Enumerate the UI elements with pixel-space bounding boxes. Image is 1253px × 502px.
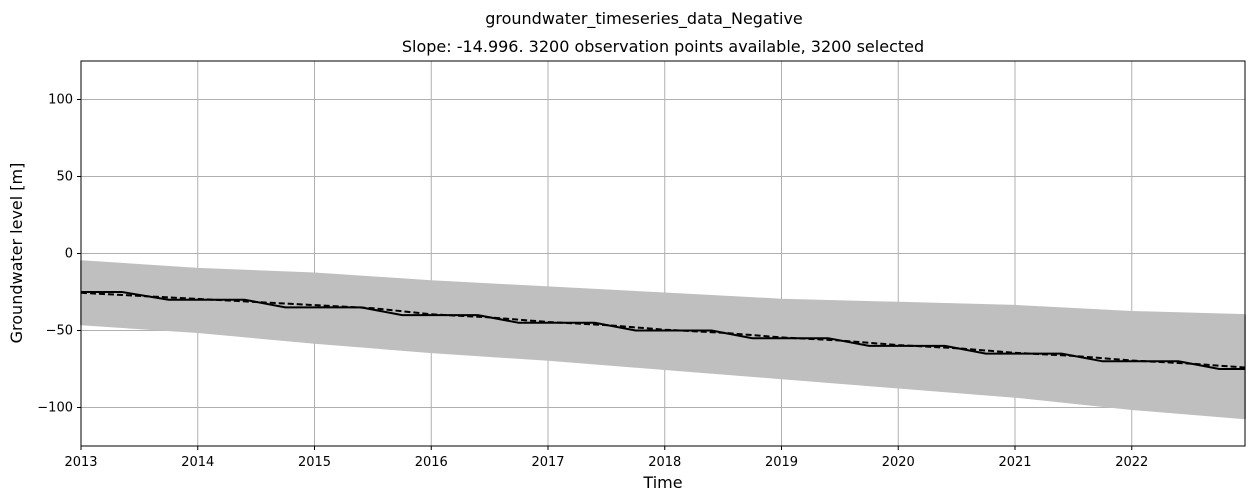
x-tick-label-2018: 2018 [648,455,681,470]
x-tick-label-2017: 2017 [531,455,564,470]
x-tick-label-2019: 2019 [765,455,798,470]
y-tick-label-4: 100 [48,93,73,108]
x-tick-label-2016: 2016 [415,455,448,470]
y-tick-label-2: 0 [65,247,73,262]
x-tick-label-2021: 2021 [998,455,1031,470]
x-tick-label-2014: 2014 [181,455,214,470]
y-tick-label-0: −100 [37,401,73,416]
chart-suptitle: groundwater_timeseries_data_Negative [485,9,803,29]
y-tick-label-3: 50 [56,170,73,185]
ticks-layer: 2013 2014 2015 2016 2017 2018 2019 2020 2021 2022… [37,93,1148,471]
x-axis-label: Time [642,473,682,492]
trend-line [80,291,1246,369]
plot-frame [80,60,1246,447]
chart-title: Slope: -14.996. 3200 observation points … [402,37,924,56]
x-tick-label-2015: 2015 [298,455,331,470]
grid-lines [80,61,1245,446]
y-tick-label-1: −50 [46,324,73,339]
x-tick-label-2013: 2013 [64,455,97,470]
x-tick-label-2022: 2022 [1115,455,1148,470]
x-tick-label-2020: 2020 [882,455,915,470]
y-axis-label: Groundwater level [m] [7,163,26,344]
plot-border [80,60,1246,447]
